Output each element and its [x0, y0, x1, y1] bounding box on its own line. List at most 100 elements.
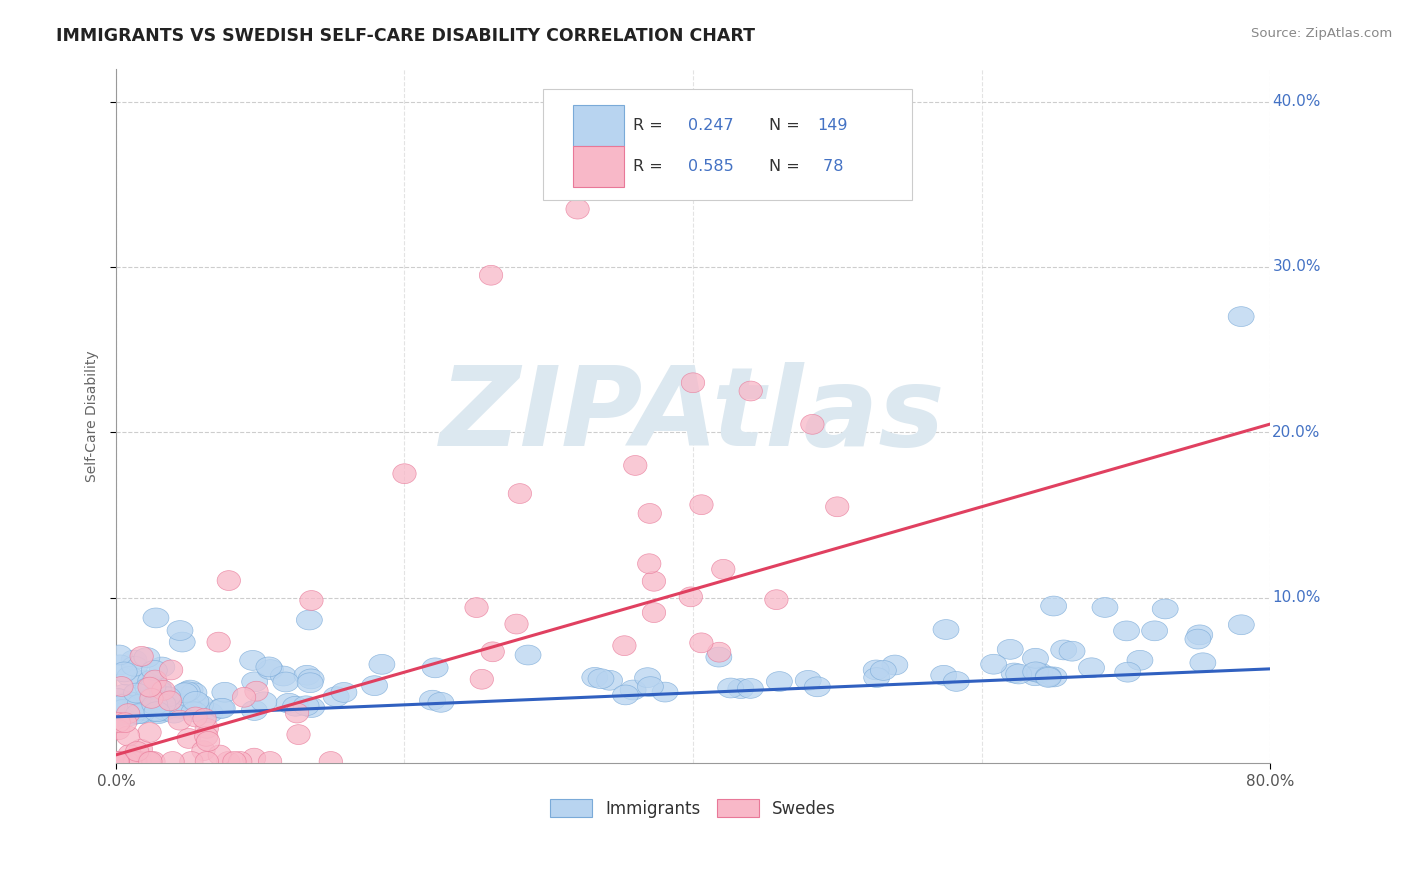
Ellipse shape	[419, 690, 446, 710]
Ellipse shape	[613, 636, 636, 656]
Ellipse shape	[624, 456, 647, 475]
Ellipse shape	[122, 752, 146, 772]
Ellipse shape	[1128, 650, 1153, 670]
Ellipse shape	[121, 650, 148, 670]
Ellipse shape	[167, 621, 193, 640]
Ellipse shape	[115, 752, 139, 772]
Ellipse shape	[330, 682, 357, 702]
Ellipse shape	[194, 726, 218, 747]
Ellipse shape	[122, 657, 148, 676]
Ellipse shape	[124, 752, 146, 772]
Ellipse shape	[1035, 667, 1062, 688]
Ellipse shape	[162, 703, 187, 723]
Ellipse shape	[118, 706, 145, 725]
Ellipse shape	[105, 645, 132, 665]
Ellipse shape	[148, 702, 173, 722]
Ellipse shape	[208, 698, 233, 718]
Ellipse shape	[1078, 657, 1105, 678]
Ellipse shape	[796, 671, 821, 690]
Ellipse shape	[997, 640, 1024, 659]
Ellipse shape	[508, 483, 531, 503]
Ellipse shape	[110, 752, 132, 772]
Ellipse shape	[124, 683, 149, 703]
Ellipse shape	[652, 682, 678, 702]
Ellipse shape	[184, 707, 207, 727]
Ellipse shape	[943, 672, 969, 691]
Ellipse shape	[256, 657, 281, 677]
Ellipse shape	[1092, 598, 1118, 617]
Ellipse shape	[222, 752, 246, 772]
Ellipse shape	[596, 671, 623, 690]
Ellipse shape	[152, 700, 179, 720]
Ellipse shape	[135, 688, 160, 707]
Ellipse shape	[298, 669, 325, 689]
Text: R =: R =	[633, 118, 668, 133]
Ellipse shape	[1059, 641, 1085, 661]
Ellipse shape	[160, 752, 184, 772]
Ellipse shape	[118, 745, 142, 764]
Ellipse shape	[104, 706, 131, 726]
Ellipse shape	[1050, 640, 1077, 660]
Ellipse shape	[165, 695, 191, 715]
Ellipse shape	[146, 681, 172, 700]
Ellipse shape	[159, 691, 181, 711]
Ellipse shape	[707, 642, 731, 662]
Ellipse shape	[1022, 662, 1049, 681]
Ellipse shape	[565, 199, 589, 219]
Ellipse shape	[1185, 629, 1211, 649]
Ellipse shape	[107, 752, 129, 772]
Ellipse shape	[323, 687, 349, 706]
Ellipse shape	[717, 678, 744, 698]
Ellipse shape	[711, 559, 735, 579]
Ellipse shape	[118, 704, 143, 723]
Ellipse shape	[181, 702, 207, 722]
Ellipse shape	[285, 703, 309, 723]
Ellipse shape	[191, 740, 215, 761]
Ellipse shape	[195, 752, 218, 772]
Ellipse shape	[1005, 664, 1032, 684]
Ellipse shape	[217, 752, 240, 772]
Ellipse shape	[427, 692, 454, 712]
Ellipse shape	[422, 658, 449, 678]
Ellipse shape	[136, 752, 160, 772]
Ellipse shape	[107, 720, 131, 739]
Ellipse shape	[143, 608, 169, 628]
Ellipse shape	[139, 701, 166, 722]
Ellipse shape	[146, 704, 172, 723]
Text: N =: N =	[769, 118, 806, 133]
Ellipse shape	[107, 713, 131, 732]
Ellipse shape	[245, 681, 269, 701]
Ellipse shape	[582, 667, 607, 687]
Ellipse shape	[139, 677, 166, 697]
Ellipse shape	[143, 670, 167, 690]
Ellipse shape	[270, 666, 297, 686]
Ellipse shape	[588, 669, 614, 689]
Ellipse shape	[131, 671, 156, 690]
FancyBboxPatch shape	[574, 105, 624, 146]
Ellipse shape	[129, 700, 156, 721]
Y-axis label: Self-Care Disability: Self-Care Disability	[86, 350, 100, 482]
Ellipse shape	[167, 693, 193, 714]
Ellipse shape	[863, 660, 889, 680]
Ellipse shape	[193, 708, 217, 729]
Ellipse shape	[195, 718, 218, 739]
Ellipse shape	[176, 698, 202, 717]
Ellipse shape	[276, 693, 302, 714]
Ellipse shape	[690, 495, 713, 515]
Ellipse shape	[1187, 625, 1213, 645]
Ellipse shape	[152, 681, 176, 700]
Ellipse shape	[1022, 648, 1049, 668]
Ellipse shape	[870, 660, 897, 681]
Ellipse shape	[181, 683, 207, 703]
Ellipse shape	[111, 662, 138, 681]
Ellipse shape	[297, 610, 322, 630]
Ellipse shape	[1229, 307, 1254, 326]
Ellipse shape	[150, 694, 176, 714]
Ellipse shape	[142, 695, 167, 714]
Ellipse shape	[172, 683, 198, 703]
Ellipse shape	[128, 694, 153, 714]
Text: R =: R =	[633, 159, 668, 174]
Ellipse shape	[177, 729, 201, 748]
Ellipse shape	[169, 698, 194, 719]
Text: Source: ZipAtlas.com: Source: ZipAtlas.com	[1251, 27, 1392, 40]
